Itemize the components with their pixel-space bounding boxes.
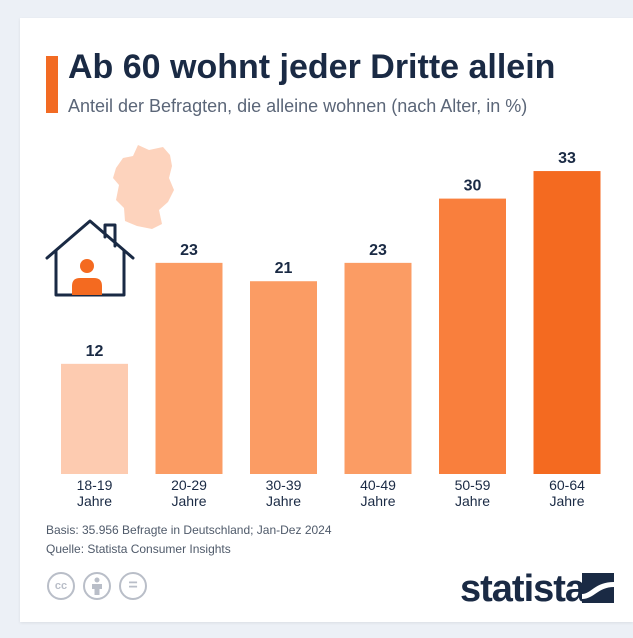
x-tick-label: Jahre	[266, 493, 301, 509]
value-label: 12	[86, 343, 104, 360]
x-tick-label: 30-39	[266, 477, 302, 493]
attribution-icon[interactable]	[83, 572, 111, 600]
germany-map-icon	[113, 145, 174, 229]
x-tick-label: Jahre	[77, 493, 112, 509]
chart-subtitle: Anteil der Befragten, die alleine wohnen…	[68, 96, 528, 116]
title-accent-bar	[46, 56, 58, 113]
value-label: 23	[369, 242, 387, 259]
statista-logo-text[interactable]: statista	[460, 568, 586, 610]
bar-50-59[interactable]	[439, 198, 506, 474]
bar-30-39[interactable]	[250, 281, 317, 474]
no-derivatives-icon[interactable]: =	[119, 572, 147, 600]
infographic-card: Ab 60 wohnt jeder Dritte allein Anteil d…	[20, 18, 633, 622]
bars-group	[61, 171, 601, 474]
basis-note: Basis: 35.956 Befragte in Deutschland; J…	[46, 523, 332, 537]
bar-60-64[interactable]	[533, 171, 601, 474]
statista-logo-icon	[582, 573, 614, 603]
chart-title: Ab 60 wohnt jeder Dritte allein	[68, 48, 556, 86]
value-label: 21	[275, 260, 293, 277]
cc-icon[interactable]: cc	[47, 572, 75, 600]
bar-40-49[interactable]	[344, 262, 412, 474]
value-label: 33	[558, 150, 576, 167]
value-label: 23	[180, 242, 198, 259]
bar-18-19[interactable]	[61, 363, 128, 474]
x-tick-label: Jahre	[171, 493, 206, 509]
bar-20-29[interactable]	[155, 262, 223, 474]
value-label: 30	[464, 178, 482, 195]
x-tick-label: 60-64	[549, 477, 585, 493]
x-tick-label: 50-59	[455, 477, 491, 493]
x-tick-label: 40-49	[360, 477, 396, 493]
x-tick-label: Jahre	[360, 493, 395, 509]
x-tick-label: Jahre	[549, 493, 584, 509]
value-labels-group: 12 23 21 23 30 33	[86, 150, 576, 360]
x-tick-label: Jahre	[455, 493, 490, 509]
illustration	[45, 145, 174, 297]
x-tick-label: 20-29	[171, 477, 207, 493]
x-tick-label: 18-19	[77, 477, 113, 493]
category-labels-group: 18-19Jahre20-29Jahre30-39Jahre40-49Jahre…	[77, 477, 586, 509]
house-person-icon	[45, 219, 135, 297]
source-note: Quelle: Statista Consumer Insights	[46, 542, 231, 556]
